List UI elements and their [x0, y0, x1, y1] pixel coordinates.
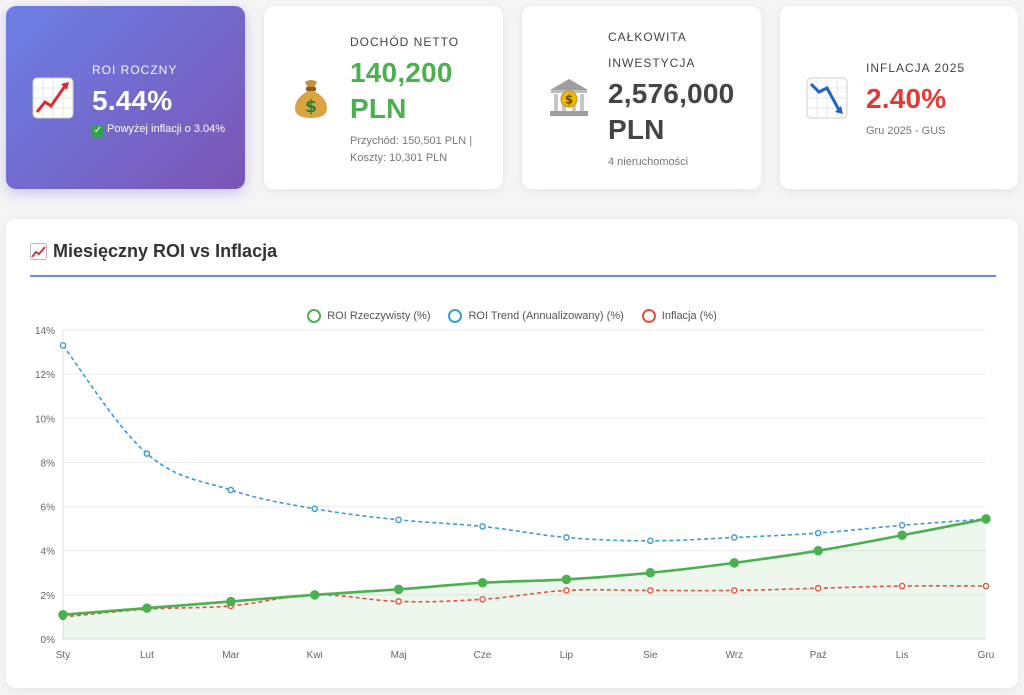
x-tick-label: Wrz — [725, 650, 743, 661]
chart-panel: Miesięczny ROI vs Inflacja ROI Rzeczywis… — [6, 219, 1018, 688]
data-point — [563, 587, 570, 594]
series-line-2 — [62, 585, 987, 618]
chart-title: Miesięczny ROI vs Inflacja — [30, 241, 277, 262]
data-point — [479, 595, 486, 603]
data-point — [142, 603, 152, 613]
x-tick-label: Sty — [56, 650, 70, 661]
series-line-1 — [62, 344, 987, 542]
legend-swatch — [641, 309, 656, 323]
kpi-card-inflation: INFLACJA 2025 2.40% Gru 2025 - GUS — [780, 6, 1018, 189]
kpi-card-net-income: $ DOCHÓD NETTO 140,200 PLN Przychód: 150… — [264, 6, 503, 189]
legend-item-roi[interactable]: ROI Rzeczywisty (%) — [307, 309, 430, 323]
data-point — [311, 505, 319, 513]
y-tick-label: 10% — [35, 414, 55, 425]
data-point — [981, 514, 991, 524]
title-underline — [30, 275, 996, 277]
y-tick-label: 0% — [41, 635, 56, 646]
data-point — [645, 568, 656, 578]
inflation-value: 2.40% — [866, 83, 947, 114]
data-point — [814, 529, 822, 537]
series-line-0 — [62, 517, 987, 617]
data-point — [395, 516, 402, 524]
investment-sub: 4 nieruchomości — [608, 156, 689, 168]
legend-swatch — [448, 309, 463, 323]
x-tick-label: Mar — [222, 650, 240, 661]
roi-value: 5.44% — [92, 85, 173, 116]
x-tick-label: Sie — [643, 650, 658, 661]
roi-label: ROI ROCZNY — [92, 63, 178, 77]
data-point — [729, 558, 740, 568]
data-point — [897, 530, 907, 541]
data-point — [59, 342, 67, 349]
inflation-sub: Gru 2025 - GUS — [866, 125, 946, 137]
check-icon: ✓ — [92, 125, 104, 137]
x-tick-label: Maj — [391, 650, 407, 661]
roi-area-fill — [63, 518, 986, 639]
data-point — [561, 574, 572, 585]
legend-item-inflation[interactable]: Inflacja (%) — [641, 309, 717, 323]
data-point — [563, 534, 570, 541]
money-bag-icon: $ — [289, 76, 333, 120]
x-tick-label: Paź — [810, 650, 827, 661]
y-tick-label: 6% — [41, 503, 56, 514]
data-point — [647, 537, 654, 545]
data-point — [477, 577, 488, 588]
line-chart: 0% 2% 4% 6% 8% 10% 12% 14% Sty Lut Mar Kwi Maj Cze Lip… — [35, 326, 995, 661]
investment-label: CAŁKOWITA INWESTYCJA — [608, 30, 696, 70]
x-tick-label: Kwi — [307, 650, 323, 661]
data-point — [647, 587, 654, 594]
data-point — [58, 609, 68, 620]
chart-up-icon — [30, 243, 47, 260]
legend-item-trend[interactable]: ROI Trend (Annualizowany) (%) — [448, 309, 624, 323]
data-point — [730, 587, 738, 594]
y-tick-label: 4% — [41, 547, 56, 558]
net-income-value: 140,200 PLN — [350, 56, 453, 124]
data-point — [813, 545, 823, 556]
data-point — [309, 590, 320, 600]
data-point — [393, 584, 404, 595]
chart-down-icon — [805, 76, 849, 120]
chart-legend: ROI Rzeczywisty (%) ROI Trend (Annualizo… — [6, 309, 1018, 323]
x-tick-label: Lut — [140, 650, 154, 661]
chart-up-icon — [31, 76, 75, 120]
x-tick-label: Lip — [560, 650, 574, 661]
data-point — [227, 486, 235, 494]
y-tick-label: 2% — [41, 591, 56, 602]
data-point — [479, 523, 486, 530]
data-point — [898, 582, 906, 590]
data-point — [226, 596, 236, 607]
data-point — [982, 582, 990, 590]
y-tick-label: 14% — [35, 326, 55, 337]
net-income-sub: Przychód: 150,501 PLN | Koszty: 10,301 P… — [350, 134, 473, 164]
kpi-card-roi: ROI ROCZNY 5.44% ✓ Powyżej inflacji o 3.0… — [6, 6, 245, 189]
net-income-label: DOCHÓD NETTO — [350, 34, 460, 49]
data-point — [395, 598, 402, 605]
data-point — [730, 534, 738, 541]
data-point — [143, 450, 151, 457]
bank-icon: $ — [547, 76, 591, 120]
investment-value: 2,576,000 PLN — [608, 78, 735, 145]
legend-swatch — [307, 309, 322, 323]
data-point — [898, 522, 906, 529]
inflation-label: INFLACJA 2025 — [866, 61, 966, 75]
y-tick-label: 8% — [41, 458, 56, 469]
kpi-card-investment: $ CAŁKOWITA INWESTYCJA 2,576,000 PLN 4 n… — [522, 6, 761, 189]
x-tick-label: Lis — [896, 650, 909, 661]
svg-text:$: $ — [305, 97, 317, 117]
y-tick-label: 12% — [35, 370, 55, 381]
x-tick-label: Cze — [474, 650, 492, 661]
data-point — [814, 584, 822, 592]
roi-sub: ✓ Powyżej inflacji o 3.04% — [92, 123, 226, 137]
svg-text:$: $ — [565, 92, 573, 106]
x-tick-label: Gru — [978, 650, 995, 661]
